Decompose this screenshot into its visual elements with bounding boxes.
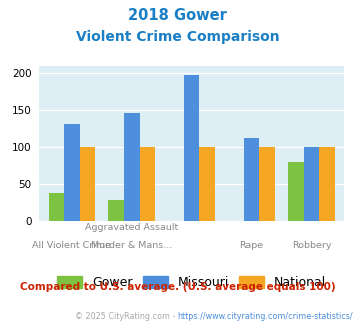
- Bar: [319, 147, 335, 221]
- Bar: [200, 147, 215, 221]
- Bar: [288, 162, 304, 221]
- Bar: [140, 147, 155, 221]
- Text: Aggravated Assault: Aggravated Assault: [85, 223, 179, 232]
- Text: Compared to U.S. average. (U.S. average equals 100): Compared to U.S. average. (U.S. average …: [20, 282, 335, 292]
- Text: Murder & Mans...: Murder & Mans...: [91, 241, 173, 250]
- Text: Violent Crime Comparison: Violent Crime Comparison: [76, 30, 279, 44]
- Bar: [49, 193, 64, 221]
- Text: © 2025 CityRating.com -: © 2025 CityRating.com -: [75, 312, 178, 321]
- Bar: [260, 147, 275, 221]
- Bar: [244, 138, 260, 221]
- Bar: [109, 200, 124, 221]
- Text: 2018 Gower: 2018 Gower: [128, 8, 227, 23]
- Text: All Violent Crime: All Violent Crime: [32, 241, 111, 250]
- Bar: [184, 75, 200, 221]
- Legend: Gower, Missouri, National: Gower, Missouri, National: [52, 271, 331, 294]
- Bar: [124, 113, 140, 221]
- Bar: [64, 124, 80, 221]
- Text: Robbery: Robbery: [292, 241, 331, 250]
- Bar: [304, 147, 319, 221]
- Text: https://www.cityrating.com/crime-statistics/: https://www.cityrating.com/crime-statist…: [178, 312, 353, 321]
- Text: Rape: Rape: [240, 241, 264, 250]
- Bar: [80, 147, 95, 221]
